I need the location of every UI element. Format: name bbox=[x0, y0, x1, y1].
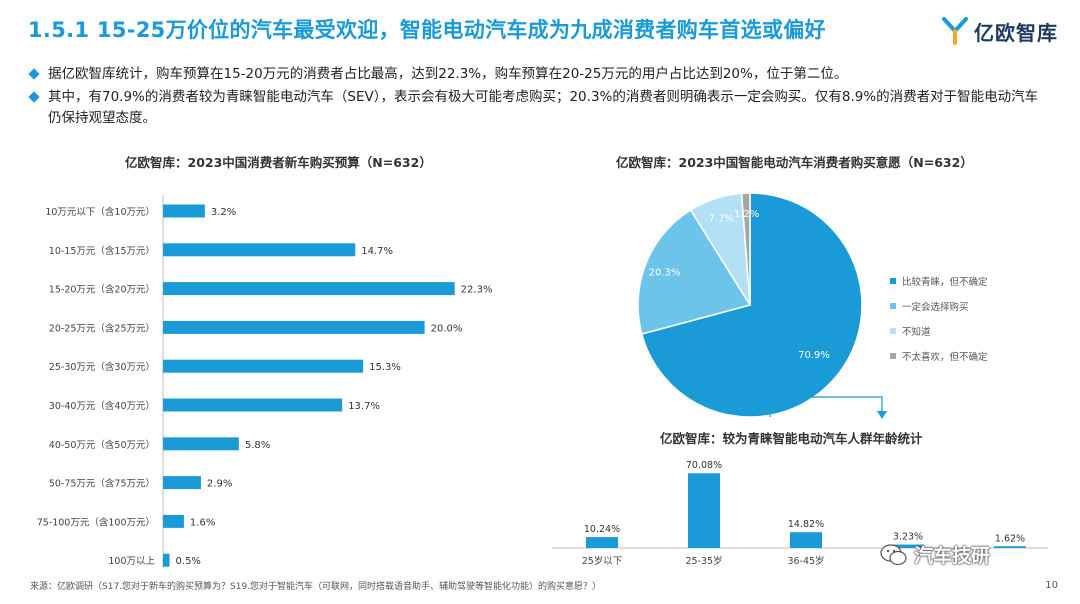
value-label: 20.0% bbox=[431, 323, 463, 334]
category-label: 75-100万元（含100万元） bbox=[37, 516, 155, 528]
legend-swatch bbox=[890, 277, 896, 284]
legend-swatch bbox=[890, 352, 896, 359]
diamond-bullet-icon bbox=[28, 68, 40, 80]
value-label: 14.7% bbox=[361, 246, 393, 257]
value-label: 10.24% bbox=[584, 524, 620, 535]
page-number: 10 bbox=[1045, 580, 1058, 591]
bar bbox=[892, 544, 924, 548]
value-label: 3.23% bbox=[893, 532, 923, 543]
legend-label: 不太喜欢，但不确定 bbox=[902, 351, 988, 363]
value-label: 0.5% bbox=[176, 556, 201, 567]
value-label: 15.3% bbox=[369, 362, 401, 373]
age-chart-title: 亿欧智库：较为青睐智能电动汽车人群年龄统计 bbox=[660, 431, 923, 446]
legend-label: 一定会选择购买 bbox=[902, 301, 969, 313]
legend-swatch bbox=[890, 302, 896, 309]
wechat-icon bbox=[880, 543, 907, 565]
bullet-text: 据亿欧智库统计，购车预算在15-20万元的消费者占比最高，达到22.3%，购车预… bbox=[48, 66, 848, 82]
category-label: 100万以上 bbox=[108, 556, 155, 567]
bar bbox=[790, 532, 822, 548]
category-label: 30-40万元（含40万元） bbox=[49, 400, 155, 412]
bar bbox=[163, 514, 184, 528]
category-label: 50-75万元（含75万元） bbox=[49, 478, 155, 490]
slice-label: 1.2% bbox=[734, 209, 759, 220]
bar bbox=[163, 398, 343, 412]
category-label: 36-45岁 bbox=[787, 555, 824, 567]
category-label: 25岁以下 bbox=[582, 555, 623, 567]
category-label: 20-25万元（含25万元） bbox=[49, 322, 155, 334]
slice-label: 7.7% bbox=[709, 214, 734, 225]
watermark: 汽车技研 bbox=[880, 541, 990, 568]
intent-chart-title: 亿欧智库：2023中国智能电动汽车消费者购买意愿（N=632） bbox=[616, 155, 973, 170]
age-bar-chart: 10.24% 25岁以下 70.08% 25-35岁 14.82% 36-45岁 3.23%… bbox=[552, 460, 1048, 567]
value-label: 70.08% bbox=[686, 460, 722, 471]
budget-bar-chart: 10万元以下（含10万元） 3.2% 10-15万元（含15万元） 14.7% 15-2… bbox=[37, 195, 493, 568]
category-label: 10-15万元（含15万元） bbox=[49, 245, 155, 257]
pie-legend: 比较青睐，但不确定 一定会选择购买 不知道 不太喜欢，但不确定 bbox=[890, 268, 988, 368]
value-label: 1.6% bbox=[190, 517, 215, 528]
bar bbox=[163, 553, 170, 567]
pie-slice bbox=[640, 192, 863, 418]
value-label: 5.8% bbox=[245, 440, 270, 451]
bullet-text: 其中，有70.9%的消费者较为青睐智能电动汽车（SEV），表示会有极大可能考虑购… bbox=[48, 89, 1039, 126]
bar bbox=[163, 282, 455, 296]
watermark-text: 汽车技研 bbox=[914, 545, 991, 567]
source-note: 来源：亿欧调研（S17.您对于新车的购买预算为？S19.您对于智能汽车（可联网，… bbox=[30, 582, 602, 592]
value-label: 13.7% bbox=[348, 401, 380, 412]
value-label: 3.2% bbox=[211, 207, 236, 218]
bar bbox=[163, 476, 201, 490]
bar bbox=[994, 546, 1026, 548]
value-label: 14.82% bbox=[788, 519, 824, 530]
category-label: 15-20万元（含20万元） bbox=[49, 284, 155, 296]
legend-item: 不知道 bbox=[890, 318, 988, 343]
logo-text: 亿欧智库 bbox=[974, 20, 1058, 45]
legend-label: 比较青睐，但不确定 bbox=[902, 276, 988, 288]
pie-slice bbox=[740, 192, 751, 306]
legend-item: 不太喜欢，但不确定 bbox=[890, 343, 988, 368]
legend-label: 不知道 bbox=[902, 326, 931, 338]
bullet-item: 其中，有70.9%的消费者较为青睐智能电动汽车（SEV），表示会有极大可能考虑购… bbox=[28, 87, 1050, 129]
slice-label: 70.9% bbox=[798, 350, 830, 361]
legend-item: 一定会选择购买 bbox=[890, 293, 988, 318]
logo-icon bbox=[942, 17, 968, 45]
category-label: 10万元以下（含10万元） bbox=[45, 206, 155, 218]
category-label: 40-50万元（含50万元） bbox=[49, 439, 155, 451]
bar bbox=[163, 204, 205, 218]
budget-chart-title: 亿欧智库：2023中国消费者新车购买预算（N=632） bbox=[125, 155, 432, 170]
category-label: 25-30万元（含30万元） bbox=[49, 361, 155, 373]
value-label: 22.3% bbox=[461, 285, 493, 296]
callout-arrow bbox=[769, 396, 887, 419]
diamond-bullet-icon bbox=[28, 91, 40, 103]
bar bbox=[163, 243, 356, 257]
bar bbox=[586, 537, 618, 548]
page-title: 1.5.1 15-25万价位的汽车最受欢迎，智能电动汽车成为九成消费者购车首选或… bbox=[28, 18, 826, 42]
bar bbox=[688, 473, 720, 548]
intent-pie-chart: 70.9% 20.3% 7.7% 1.2% bbox=[637, 192, 863, 418]
legend-item: 比较青睐，但不确定 bbox=[890, 268, 988, 293]
legend-swatch bbox=[890, 327, 896, 334]
bullet-item: 据亿欧智库统计，购车预算在15-20万元的消费者占比最高，达到22.3%，购车预… bbox=[28, 64, 1050, 85]
summary-bullets: 据亿欧智库统计，购车预算在15-20万元的消费者占比最高，达到22.3%，购车预… bbox=[28, 64, 1050, 129]
bar bbox=[163, 437, 239, 451]
value-label: 2.9% bbox=[207, 479, 232, 490]
value-label: 1.62% bbox=[995, 533, 1025, 544]
pie-slice bbox=[637, 208, 752, 335]
category-label: 25-35岁 bbox=[685, 555, 722, 567]
brand-logo: 亿欧智库 bbox=[942, 14, 1058, 48]
bar bbox=[163, 359, 364, 373]
slice-label: 20.3% bbox=[649, 267, 681, 278]
bar bbox=[163, 320, 425, 334]
